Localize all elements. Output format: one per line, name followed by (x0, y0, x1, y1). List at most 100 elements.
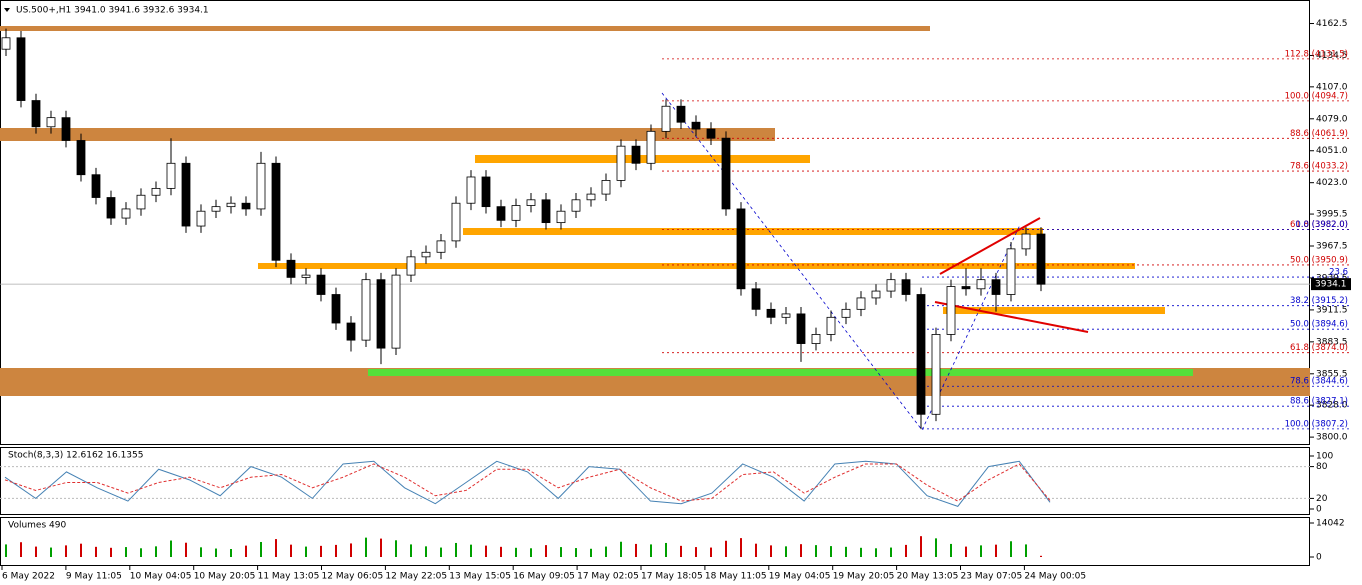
x-tick-label: 12 May 22:05 (385, 572, 447, 582)
candle-body (61, 117, 71, 141)
zone (0, 128, 775, 141)
y-tick-label: 4107.0 (1316, 82, 1348, 92)
candle-body (901, 279, 911, 295)
volume-bar (785, 546, 787, 557)
volume-bar (410, 544, 412, 557)
candle-body (151, 187, 161, 196)
candle-body (946, 286, 956, 335)
volume-title: Volumes 490 (8, 521, 66, 531)
symbol-header: US.500+,H1 3941.0 3941.6 3932.6 3934.1 (16, 6, 209, 16)
zone (258, 263, 1135, 269)
volume-bar (560, 547, 562, 557)
candle-body (1036, 233, 1046, 285)
volume-bar (365, 537, 367, 557)
candle-body (541, 199, 551, 224)
y-tick-label: 14042 (1316, 519, 1345, 529)
candle-body (976, 279, 986, 290)
volume-bar (815, 545, 817, 557)
y-tick-label: 3967.5 (1316, 242, 1348, 252)
candle-body (991, 279, 1001, 295)
candle-body (526, 199, 536, 206)
volume-bar (320, 545, 322, 557)
candle-body (166, 162, 176, 189)
fib-label: 0.0 (3982.0) (1295, 220, 1348, 230)
volume-bar (1040, 555, 1042, 557)
candle-body (766, 308, 776, 318)
candle-body (1021, 233, 1031, 250)
volume-bar (710, 547, 712, 557)
candle-body (121, 208, 131, 219)
candle-body (496, 206, 506, 221)
stoch-line (4, 463, 1051, 502)
trend-line (939, 217, 1041, 275)
candle-body (931, 334, 941, 415)
y-tick-label: 0 (1316, 505, 1322, 515)
candle-body (391, 274, 401, 349)
candle-body (616, 145, 626, 181)
x-tick-label: 6 May 2022 (2, 572, 55, 582)
candle-body (76, 140, 86, 176)
volume-bar (1010, 541, 1012, 557)
candle-body (631, 145, 641, 164)
y-tick-label: 4079.0 (1316, 114, 1348, 124)
volume-bar (650, 544, 652, 557)
candle-body (256, 162, 266, 210)
volume-bar (575, 548, 577, 557)
zone (0, 26, 930, 31)
fib-label: 50.0 (3950.9) (1290, 255, 1348, 265)
candle-body (316, 274, 326, 295)
volume-bar (140, 548, 142, 557)
trend-line (934, 301, 1089, 333)
candle-body (16, 37, 26, 101)
candle-body (841, 308, 851, 318)
x-tick-label: 19 May 20:05 (833, 572, 895, 582)
x-tick-label: 17 May 18:05 (641, 572, 703, 582)
y-tick-label: 3828.0 (1316, 401, 1348, 411)
candle-body (706, 128, 716, 139)
candle-body (811, 334, 821, 344)
volume-bar (755, 543, 757, 557)
volume-bar (725, 540, 727, 557)
candle-body (466, 176, 476, 204)
y-tick-label: 3911.5 (1316, 305, 1348, 315)
volume-bar (245, 545, 247, 557)
candle-body (196, 210, 206, 227)
candle-body (781, 313, 791, 318)
candle-body (31, 100, 41, 128)
x-tick-label: 13 May 15:05 (449, 572, 511, 582)
candle-body (796, 313, 806, 344)
candle-body (301, 274, 311, 278)
x-tick-label: 19 May 04:05 (769, 572, 831, 582)
candle-body (406, 256, 416, 276)
zone (368, 369, 1193, 376)
fib-label: 88.6 (4061.9) (1290, 129, 1348, 139)
fib-label: 38.2 (3915.2) (1290, 296, 1348, 306)
volume-bar (515, 547, 517, 557)
candle-body (691, 121, 701, 130)
volume-bar (5, 544, 7, 557)
volume-bar (980, 545, 982, 557)
x-tick-label: 17 May 02:05 (577, 572, 639, 582)
volume-bar (530, 548, 532, 557)
stoch-panel (0, 447, 1310, 515)
candle-body (961, 286, 971, 290)
volume-bar (170, 540, 172, 557)
candle-body (421, 251, 431, 258)
candle-body (1006, 248, 1016, 295)
y-tick-label: 3995.5 (1316, 210, 1348, 220)
candle-body (211, 206, 221, 212)
candle-body (331, 294, 341, 324)
candle-body (871, 290, 881, 299)
volume-bar (470, 544, 472, 557)
candle-body (286, 259, 296, 278)
volume-bar (110, 547, 112, 557)
volume-bar (845, 546, 847, 557)
y-tick-label: 4134.5 (1316, 51, 1348, 61)
fib-label: 61.8 (3982.0) (1290, 220, 1348, 230)
y-tick-label: 0 (1316, 553, 1322, 563)
y-tick-label: 4051.0 (1316, 146, 1348, 156)
volume-bar (545, 545, 547, 557)
fib-label: 61.8 (3874.0) (1290, 343, 1348, 353)
candle-body (136, 194, 146, 210)
volume-bar (860, 547, 862, 557)
